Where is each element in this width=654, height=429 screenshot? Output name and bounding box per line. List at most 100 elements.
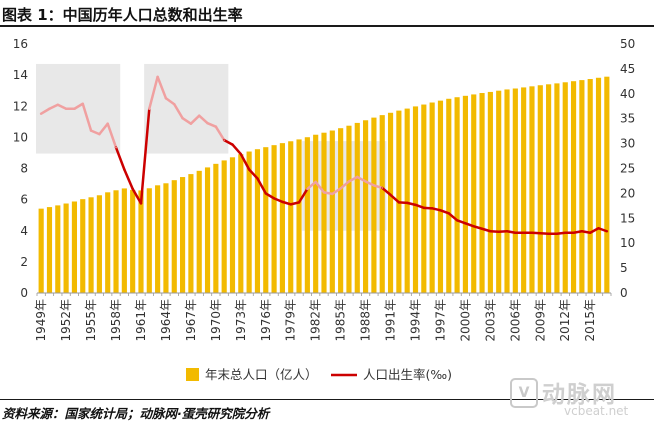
population-bar-1970 (213, 163, 219, 293)
birth-rate-segment-1960 (131, 187, 143, 205)
birth-rate-segment-1950 (48, 103, 60, 110)
source-note: 资料来源：国家统计局；动脉网·蛋壳研究院分析 (2, 406, 270, 421)
watermark-url: vcbeat.net (564, 404, 629, 418)
population-bar-2004 (496, 90, 502, 293)
birth-rate-point-1971 (223, 139, 225, 141)
birth-rate-segment-1965 (173, 103, 184, 120)
x-tick-label: 1970年 (209, 299, 223, 342)
birth-rate-segment-2011 (555, 231, 567, 235)
birth-rate-point-1949 (40, 112, 42, 115)
population-bar-2001 (471, 94, 477, 293)
birth-rate-point-1975 (256, 177, 259, 180)
birth-rate-segment-1987 (356, 175, 367, 183)
population-bar-1951 (55, 205, 61, 293)
population-bar-1959 (121, 188, 127, 293)
birth-rate-segment-1973 (239, 152, 251, 171)
birth-rate-point-1982 (314, 181, 317, 183)
birth-rate-segment-2016 (597, 227, 609, 233)
birth-rate-point-2014 (581, 230, 583, 233)
birth-rate-segment-1981 (306, 180, 317, 191)
x-tick-label: 1964年 (159, 299, 173, 342)
birth-rate-segment-1961 (139, 107, 151, 205)
birth-rate-point-1960 (131, 188, 134, 190)
birth-rate-segment-1982 (314, 180, 326, 194)
watermark-name: 动脉网 (542, 382, 617, 408)
birth-rate-point-1998 (447, 212, 450, 215)
population-bar-1984 (329, 130, 335, 293)
population-bar-2012 (562, 82, 568, 293)
y-right-tick-label: 5 (620, 261, 628, 275)
birth-rate-segment-2013 (572, 229, 584, 234)
birth-rate-segment-1969 (206, 121, 218, 128)
x-tick-label: 1997年 (433, 299, 447, 342)
birth-rate-point-1999 (456, 219, 458, 222)
birth-rate-segment-1974 (247, 168, 259, 180)
birth-rate-point-1958 (115, 146, 117, 149)
birth-rate-segment-2015 (588, 227, 600, 234)
birth-rate-point-1951 (56, 103, 59, 106)
birth-rate-segment-1954 (81, 102, 93, 132)
y-left-tick-label: 10 (13, 130, 28, 144)
population-bar-1981 (304, 137, 310, 293)
birth-rate-segment-1963 (156, 75, 168, 100)
x-tick-label: 1961年 (134, 299, 148, 342)
birth-rate-point-1961 (140, 202, 142, 205)
y-left-tick-label: 6 (20, 193, 28, 207)
y-right-tick-label: 25 (620, 162, 635, 176)
population-bar-1962 (146, 188, 152, 293)
birth-rate-segment-1990 (380, 186, 392, 197)
birth-rate-segment-1991 (389, 193, 401, 204)
chart-legend: 年末总人口（亿人） 人口出生率(‰) (186, 367, 452, 382)
y-right-tick-label: 0 (620, 286, 628, 300)
population-bar-1974 (246, 151, 252, 293)
legend-line-label: 人口出生率(‰) (363, 367, 452, 382)
birth-rate-segment-1959 (123, 168, 134, 191)
birth-rate-point-1977 (273, 197, 275, 200)
birth-rate-segment-1986 (347, 175, 359, 183)
birth-rate-point-1969 (206, 122, 209, 124)
population-bar-1999 (454, 97, 460, 293)
watermark-logo-icon: V (510, 378, 538, 408)
birth-rate-segment-1980 (297, 187, 309, 204)
population-bar-1955 (88, 197, 94, 293)
x-tick-label: 1976年 (259, 299, 273, 342)
population-bar-1960 (130, 189, 136, 293)
birth-rate-point-2011 (556, 232, 558, 235)
y-right-tick-label: 30 (620, 137, 635, 151)
y-left-tick-label: 0 (20, 286, 28, 300)
population-bar-2000 (462, 95, 468, 294)
x-tick-label: 1955年 (84, 299, 98, 342)
birth-rate-point-2000 (464, 222, 467, 225)
y-left-tick-label: 14 (13, 68, 28, 82)
birth-rate-segment-1955 (89, 129, 101, 136)
birth-rate-segment-1953 (73, 102, 85, 110)
birth-rate-segment-1997 (439, 209, 451, 215)
x-tick-label: 1985年 (334, 299, 348, 342)
figure-title: 图表 1：中国历年人口总数和出生率 (2, 6, 243, 24)
birth-rate-segment-1994 (414, 203, 426, 210)
birth-rate-segment-1970 (214, 125, 226, 142)
birth-rate-segment-1993 (405, 201, 417, 207)
title-rule (0, 25, 654, 27)
population-bar-2010 (546, 84, 552, 293)
birth-rate-segment-1979 (289, 201, 301, 206)
birth-rate-point-1991 (389, 194, 392, 196)
population-bar-1988 (363, 120, 369, 293)
population-bar-1950 (46, 207, 53, 293)
population-bar-1985 (338, 128, 344, 293)
birth-rate-point-1979 (289, 203, 292, 206)
population-bar-2006 (512, 88, 518, 293)
population-bar-1990 (379, 115, 385, 293)
x-tick-label: 1988年 (359, 299, 373, 342)
birth-rate-segment-1972 (231, 143, 243, 156)
x-tick-label: 2000年 (458, 299, 472, 342)
population-bar-1971 (221, 160, 227, 293)
birth-rate-segment-1968 (197, 114, 209, 125)
x-tick-label: 1958年 (109, 299, 123, 342)
birth-rate-point-1990 (381, 187, 384, 189)
population-bar-1983 (321, 132, 327, 293)
x-tick-label: 1973年 (234, 299, 248, 342)
birth-rate-segment-2001 (472, 225, 484, 231)
population-bar-1975 (254, 149, 261, 293)
y-right-tick-label: 40 (620, 87, 635, 101)
